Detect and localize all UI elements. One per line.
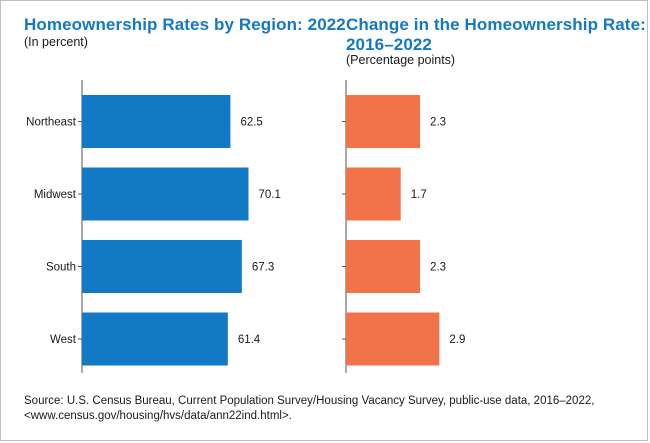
rate-bar-midwest [82, 167, 249, 221]
rate-data-label-midwest: 70.1 [258, 189, 280, 201]
change-bar-midwest [346, 167, 401, 221]
left-chart-title: Homeownership Rates by Region: 2022 [24, 15, 346, 34]
change-data-label-midwest: 1.7 [411, 189, 427, 201]
category-label-northeast: Northeast [26, 117, 77, 129]
source-line-2: <www.census.gov/housing/hvs/data/ann22in… [24, 410, 292, 422]
rate-data-label-south: 67.3 [252, 262, 274, 274]
category-label-midwest: Midwest [34, 189, 77, 201]
right-chart-subtitle: (Percentage points) [346, 53, 456, 67]
source-note: Source: U.S. Census Bureau, Current Popu… [24, 394, 624, 424]
rate-data-label-west: 61.4 [238, 334, 261, 346]
category-label-west: West [50, 334, 77, 346]
rate-bar-south [82, 240, 242, 293]
change-bar-south [346, 240, 421, 293]
source-line-1: Source: U.S. Census Bureau, Current Popu… [24, 395, 595, 407]
change-bar-west [346, 312, 440, 366]
change-bar-northeast [346, 95, 421, 148]
category-label-south: South [46, 262, 76, 274]
rate-data-label-northeast: 62.5 [240, 117, 262, 129]
change-data-label-northeast: 2.3 [430, 117, 446, 129]
change-data-label-west: 2.9 [449, 334, 465, 346]
right-chart-title-line2: 2016–2022 [346, 35, 432, 54]
rate-bar-northeast [82, 95, 231, 148]
change-data-label-south: 2.3 [430, 262, 446, 274]
rate-bar-west [82, 312, 228, 366]
right-chart-title-line1: Change in the Homeownership Rate: [346, 15, 646, 34]
left-chart-subtitle: (In percent) [24, 35, 88, 49]
